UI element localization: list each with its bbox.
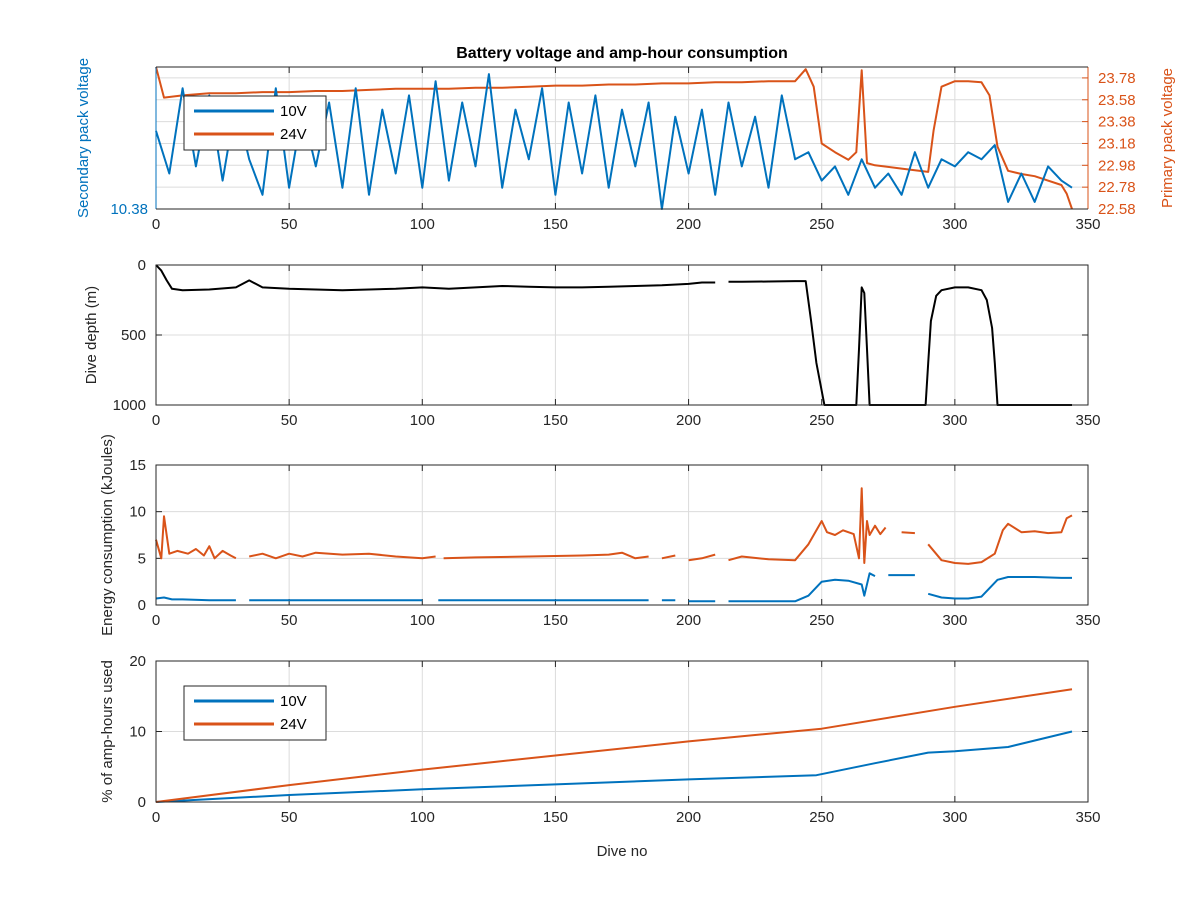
legend-label-24V: 24V xyxy=(280,126,307,143)
x-tick-label: 350 xyxy=(1075,216,1100,233)
x-tick-label: 0 xyxy=(152,612,160,629)
y-tick-label: 0 xyxy=(138,794,146,811)
y-right-tick-label: 23.38 xyxy=(1098,114,1136,131)
x-tick-label: 200 xyxy=(676,809,701,826)
y-tick-label: 10 xyxy=(129,504,146,521)
x-tick-label: 250 xyxy=(809,216,834,233)
x-tick-label: 150 xyxy=(543,412,568,429)
x-tick-label: 200 xyxy=(676,612,701,629)
series-24V-line xyxy=(155,688,1073,803)
y-tick-label: 0 xyxy=(138,257,146,274)
x-tick-label: 0 xyxy=(152,412,160,429)
x-tick-label: 200 xyxy=(676,216,701,233)
y-tick-label: 5 xyxy=(138,550,146,567)
x-tick-label: 250 xyxy=(809,612,834,629)
x-tick-label: 350 xyxy=(1075,412,1100,429)
x-tick-label: 100 xyxy=(410,612,435,629)
axes-box xyxy=(155,264,1089,406)
legend-label-24V: 24V xyxy=(280,716,307,733)
x-tick-label: 150 xyxy=(543,216,568,233)
x-tick-label: 50 xyxy=(281,612,298,629)
series-24V-line xyxy=(155,487,1073,565)
y-left-axis-label: Secondary pack voltage xyxy=(75,58,92,218)
y-right-tick-label: 23.78 xyxy=(1098,70,1136,87)
series-10V-line xyxy=(155,730,1073,803)
x-axis-label: Dive no xyxy=(597,843,648,860)
y-axis-label: Dive depth (m) xyxy=(83,286,100,384)
y-axis-label: Energy consumption (kJoules) xyxy=(99,434,116,636)
x-tick-label: 100 xyxy=(410,809,435,826)
y-tick-label: 1000 xyxy=(113,397,146,414)
legend-label-10V: 10V xyxy=(280,103,307,120)
y-right-tick-label: 22.58 xyxy=(1098,201,1136,218)
x-tick-label: 50 xyxy=(281,216,298,233)
y-axis-label: % of amp-hours used xyxy=(99,660,116,803)
y-left-tick-label: 10.38 xyxy=(110,201,148,218)
x-tick-label: 50 xyxy=(281,412,298,429)
series-10V-line xyxy=(155,572,1072,603)
x-tick-label: 0 xyxy=(152,809,160,826)
chart-title: Battery voltage and amp-hour consumption xyxy=(456,45,788,62)
y-tick-label: 0 xyxy=(138,597,146,614)
x-tick-label: 50 xyxy=(281,809,298,826)
legend-box xyxy=(183,95,327,151)
y-tick-label: 15 xyxy=(129,457,146,474)
x-tick-label: 100 xyxy=(410,412,435,429)
y-right-tick-label: 23.58 xyxy=(1098,92,1136,109)
x-tick-label: 300 xyxy=(942,216,967,233)
x-tick-label: 300 xyxy=(942,809,967,826)
y-right-tick-label: 22.78 xyxy=(1098,179,1136,196)
axes-box xyxy=(155,660,1089,803)
y-right-axis-label: Primary pack voltage xyxy=(1159,68,1176,208)
y-tick-label: 20 xyxy=(129,653,146,670)
x-tick-label: 0 xyxy=(152,216,160,233)
plot-area xyxy=(156,465,1088,605)
x-tick-label: 300 xyxy=(942,412,967,429)
x-tick-label: 250 xyxy=(809,809,834,826)
x-tick-label: 300 xyxy=(942,612,967,629)
y-tick-label: 10 xyxy=(129,724,146,741)
panel-3 xyxy=(155,465,1089,605)
y-tick-label: 500 xyxy=(121,327,146,344)
x-tick-label: 150 xyxy=(543,809,568,826)
x-tick-label: 350 xyxy=(1075,612,1100,629)
series-24V-line xyxy=(155,66,1073,210)
y-right-tick-label: 23.18 xyxy=(1098,135,1136,152)
axes-box xyxy=(155,464,1089,606)
y-right-tick-label: 22.98 xyxy=(1098,157,1136,174)
x-tick-label: 200 xyxy=(676,412,701,429)
x-tick-label: 150 xyxy=(543,612,568,629)
legend-box xyxy=(183,685,327,741)
x-tick-label: 250 xyxy=(809,412,834,429)
legend-label-10V: 10V xyxy=(280,693,307,710)
x-tick-label: 100 xyxy=(410,216,435,233)
x-tick-label: 350 xyxy=(1075,809,1100,826)
